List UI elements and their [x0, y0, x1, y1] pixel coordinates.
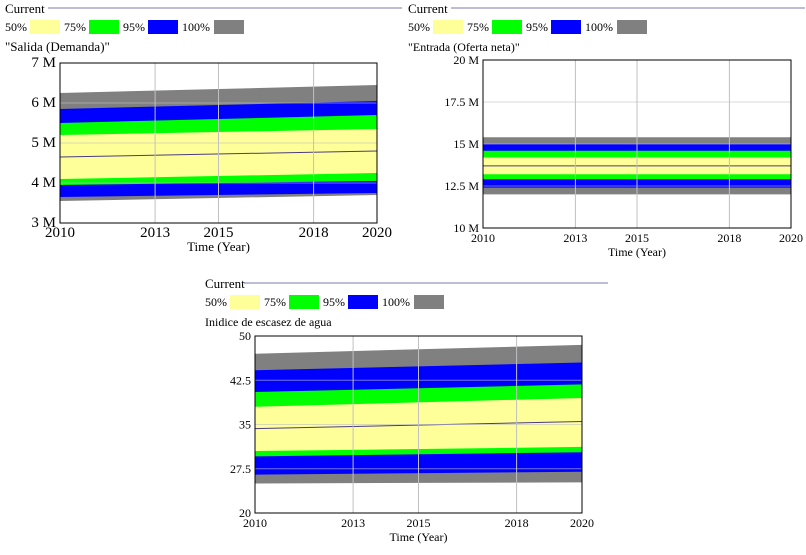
chart-panel-escasez: Current 50% 75% 95% 100% Inidice de escasez d… — [200, 275, 620, 550]
x-axis-title: Time (Year) — [187, 239, 250, 254]
x-tick-label: 2015 — [204, 225, 234, 241]
legend-swatch-50pct — [230, 295, 260, 309]
x-tick-label: 2018 — [299, 225, 329, 241]
x-axis-title: Time (Year) — [389, 530, 447, 544]
x-tick-label: 2020 — [362, 225, 392, 241]
legend-label-100pct: 100% — [182, 20, 210, 34]
x-tick-label: 2020 — [779, 231, 803, 245]
legend-swatch-50pct — [30, 20, 60, 34]
legend-swatch-95pct — [148, 20, 178, 34]
chart-oferta: Current 50% 75% 95% 100% "Entrada (Oferta net… — [408, 1, 805, 259]
y-tick-label: 20 M — [453, 53, 479, 67]
plot-frame — [482, 59, 792, 229]
y-tick-label: 50 — [239, 329, 251, 343]
y-tick-label: 35 — [239, 418, 251, 432]
legend-label-50pct: 50% — [5, 20, 27, 34]
x-tick-label: 2013 — [140, 225, 170, 241]
chart-demanda: Current 50% 75% 95% 100% "Salida (Demanda)" 3 … — [5, 1, 402, 254]
legend-swatch-75pct — [492, 20, 522, 34]
legend-label-100pct: 100% — [585, 20, 613, 34]
y-tick-label: 42.5 — [230, 373, 251, 387]
chart-title: "Entrada (Oferta neta)" — [408, 40, 520, 54]
y-tick-label: 6 M — [31, 95, 56, 111]
legend-swatch-75pct — [89, 20, 119, 34]
legend-swatch-75pct — [289, 295, 319, 309]
x-tick-label: 2015 — [407, 516, 431, 530]
legend-label-50pct: 50% — [408, 20, 430, 34]
x-tick-label: 2010 — [471, 231, 495, 245]
x-tick-label: 2013 — [563, 231, 587, 245]
legend-label-75pct: 75% — [64, 20, 86, 34]
chart-title: "Salida (Demanda)" — [5, 39, 110, 54]
legend-current-label: Current — [205, 276, 245, 291]
y-tick-label: 17.5 M — [444, 95, 479, 109]
x-tick-label: 2010 — [45, 225, 75, 241]
y-tick-label: 7 M — [31, 55, 56, 71]
chart-panel-oferta: Current 50% 75% 95% 100% "Entrada (Oferta net… — [403, 0, 806, 275]
plot-frame — [254, 335, 583, 514]
legend-swatch-100pct — [414, 295, 444, 309]
x-tick-label: 2020 — [570, 516, 594, 530]
x-tick-label: 2018 — [717, 231, 741, 245]
legend-label-75pct: 75% — [467, 20, 489, 34]
y-tick-label: 10 M — [453, 221, 479, 235]
legend-label-50pct: 50% — [205, 295, 227, 309]
y-tick-label: 5 M — [31, 135, 56, 151]
y-tick-label: 15 M — [453, 137, 479, 151]
chart-title: Inidice de escasez de agua — [205, 315, 332, 329]
chart-panel-demanda: Current 50% 75% 95% 100% "Salida (Demanda)" 3 … — [0, 0, 403, 275]
x-tick-label: 2013 — [341, 516, 365, 530]
legend-swatch-95pct — [551, 20, 581, 34]
legend-label-75pct: 75% — [264, 295, 286, 309]
y-tick-label: 4 M — [31, 175, 56, 191]
legend-current-label: Current — [408, 1, 448, 16]
legend-label-100pct: 100% — [382, 295, 410, 309]
y-tick-label: 27.5 — [230, 462, 251, 476]
x-tick-label: 2018 — [505, 516, 529, 530]
legend-label-95pct: 95% — [123, 20, 145, 34]
legend-swatch-50pct — [433, 20, 463, 34]
plot-frame — [59, 62, 378, 224]
y-tick-label: 20 — [239, 506, 251, 520]
legend-swatch-100pct — [617, 20, 647, 34]
chart-escasez: Current 50% 75% 95% 100% Inidice de escasez d… — [205, 276, 608, 544]
legend-label-95pct: 95% — [526, 20, 548, 34]
x-tick-label: 2010 — [243, 516, 267, 530]
legend-swatch-100pct — [214, 20, 244, 34]
x-axis-title: Time (Year) — [608, 245, 666, 259]
x-tick-label: 2015 — [625, 231, 649, 245]
y-tick-label: 3 M — [31, 215, 56, 231]
legend-swatch-95pct — [348, 295, 378, 309]
legend-label-95pct: 95% — [323, 295, 345, 309]
legend-current-label: Current — [5, 1, 45, 16]
y-tick-label: 12.5 M — [444, 179, 479, 193]
